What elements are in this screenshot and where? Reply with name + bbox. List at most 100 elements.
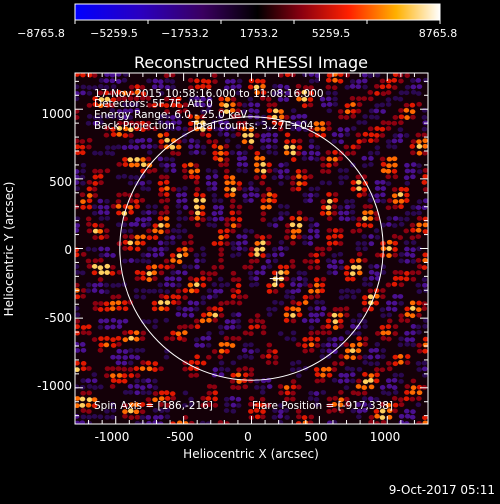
heatmap-cell (212, 367, 219, 373)
heatmap-cell (361, 396, 368, 402)
heatmap-cell (403, 228, 410, 234)
heatmap-cell (410, 139, 417, 145)
heatmap-cell (158, 162, 165, 168)
heatmap-cell (271, 246, 278, 252)
heatmap-cell (260, 265, 267, 270)
heatmap-cell (289, 215, 296, 221)
heatmap-cell (284, 90, 291, 96)
heatmap-cell (92, 120, 99, 126)
heatmap-cell (397, 138, 404, 144)
heatmap-cell (266, 192, 273, 197)
heatmap-cell (103, 90, 110, 96)
heatmap-cell (121, 77, 128, 83)
heatmap-cell (266, 312, 273, 317)
heatmap-cell (392, 331, 399, 336)
heatmap-cell (127, 389, 134, 395)
heatmap-cell (289, 180, 296, 186)
heatmap-cell (176, 420, 183, 424)
heatmap-cell (344, 330, 351, 335)
heatmap-cell (374, 361, 381, 367)
heatmap-cell (97, 277, 104, 282)
heatmap-cell (314, 378, 321, 384)
heatmap-cell (368, 132, 375, 138)
heatmap-cell (158, 264, 164, 269)
heatmap-cell (140, 210, 147, 216)
heatmap-cell (218, 366, 225, 372)
heatmap-cell (236, 161, 243, 167)
heatmap-cell (350, 113, 357, 119)
heatmap-cell (325, 353, 332, 359)
heatmap-cell (398, 300, 404, 306)
heatmap-cell (289, 295, 296, 300)
heatmap-cell (361, 402, 368, 407)
heatmap-cell (349, 342, 356, 348)
heatmap-cell (152, 228, 158, 234)
heatmap-cell (344, 73, 351, 78)
heatmap-cell (410, 150, 416, 156)
heatmap-cell (182, 126, 189, 132)
heatmap-cell (260, 270, 266, 276)
heatmap-cell (194, 78, 200, 84)
heatmap-cell (308, 318, 315, 324)
heatmap-cell (362, 379, 369, 385)
heatmap-cell (158, 84, 164, 89)
heatmap-cell (157, 79, 164, 85)
heatmap-cell (230, 288, 236, 293)
heatmap-cell (97, 384, 104, 390)
heatmap-cell (242, 133, 248, 138)
heatmap-cell (211, 193, 218, 198)
heatmap-cell (320, 126, 326, 132)
heatmap-cell (308, 138, 315, 144)
heatmap-cell (134, 420, 141, 424)
heatmap-cell (326, 366, 332, 372)
heatmap-cell (367, 73, 374, 79)
heatmap-cell (272, 354, 279, 360)
heatmap-cell (205, 402, 212, 408)
heatmap-cell (98, 235, 105, 240)
heatmap-cell (302, 192, 308, 198)
heatmap-cell (218, 150, 224, 156)
heatmap-cell (259, 180, 266, 186)
heatmap-cell (146, 277, 152, 282)
heatmap-cell (127, 384, 134, 389)
heatmap-cell (211, 223, 218, 228)
heatmap-cell (133, 102, 140, 108)
heatmap-cell (319, 348, 326, 354)
heatmap-cell (386, 318, 393, 324)
heatmap-cell (325, 169, 332, 174)
heatmap-cell (313, 367, 320, 372)
heatmap-cell (193, 179, 200, 185)
heatmap-cell (230, 253, 236, 259)
heatmap-cell (152, 78, 159, 84)
heatmap-cell (410, 227, 416, 233)
heatmap-cell (271, 414, 278, 420)
heatmap-cell (92, 193, 99, 198)
heatmap-cell (79, 402, 86, 408)
heatmap-cell (415, 307, 422, 313)
heatmap-cell (152, 397, 158, 403)
heatmap-cell (325, 342, 332, 348)
heatmap-cell (206, 216, 213, 222)
heatmap-cell (421, 301, 428, 307)
heatmap-cell (164, 276, 170, 282)
heatmap-cell (283, 270, 290, 275)
heatmap-cell (254, 133, 260, 138)
heatmap-cell (296, 145, 303, 150)
heatmap-cell (104, 263, 111, 269)
heatmap-cell (416, 342, 422, 348)
heatmap-cell (368, 384, 375, 390)
heatmap-cell (284, 132, 291, 138)
heatmap-cell (266, 204, 272, 210)
heatmap-cell (356, 139, 362, 144)
heatmap-cell (218, 235, 224, 240)
heatmap-cell (290, 138, 297, 144)
heatmap-cell (164, 300, 171, 305)
heatmap-cell (212, 390, 219, 396)
heatmap-cell (85, 246, 92, 252)
heatmap-cell (422, 222, 428, 228)
heatmap-cell (403, 396, 410, 402)
heatmap-cell (236, 101, 243, 107)
heatmap-cell (248, 192, 255, 197)
heatmap-cell (355, 348, 362, 354)
heatmap-cell (152, 415, 159, 420)
